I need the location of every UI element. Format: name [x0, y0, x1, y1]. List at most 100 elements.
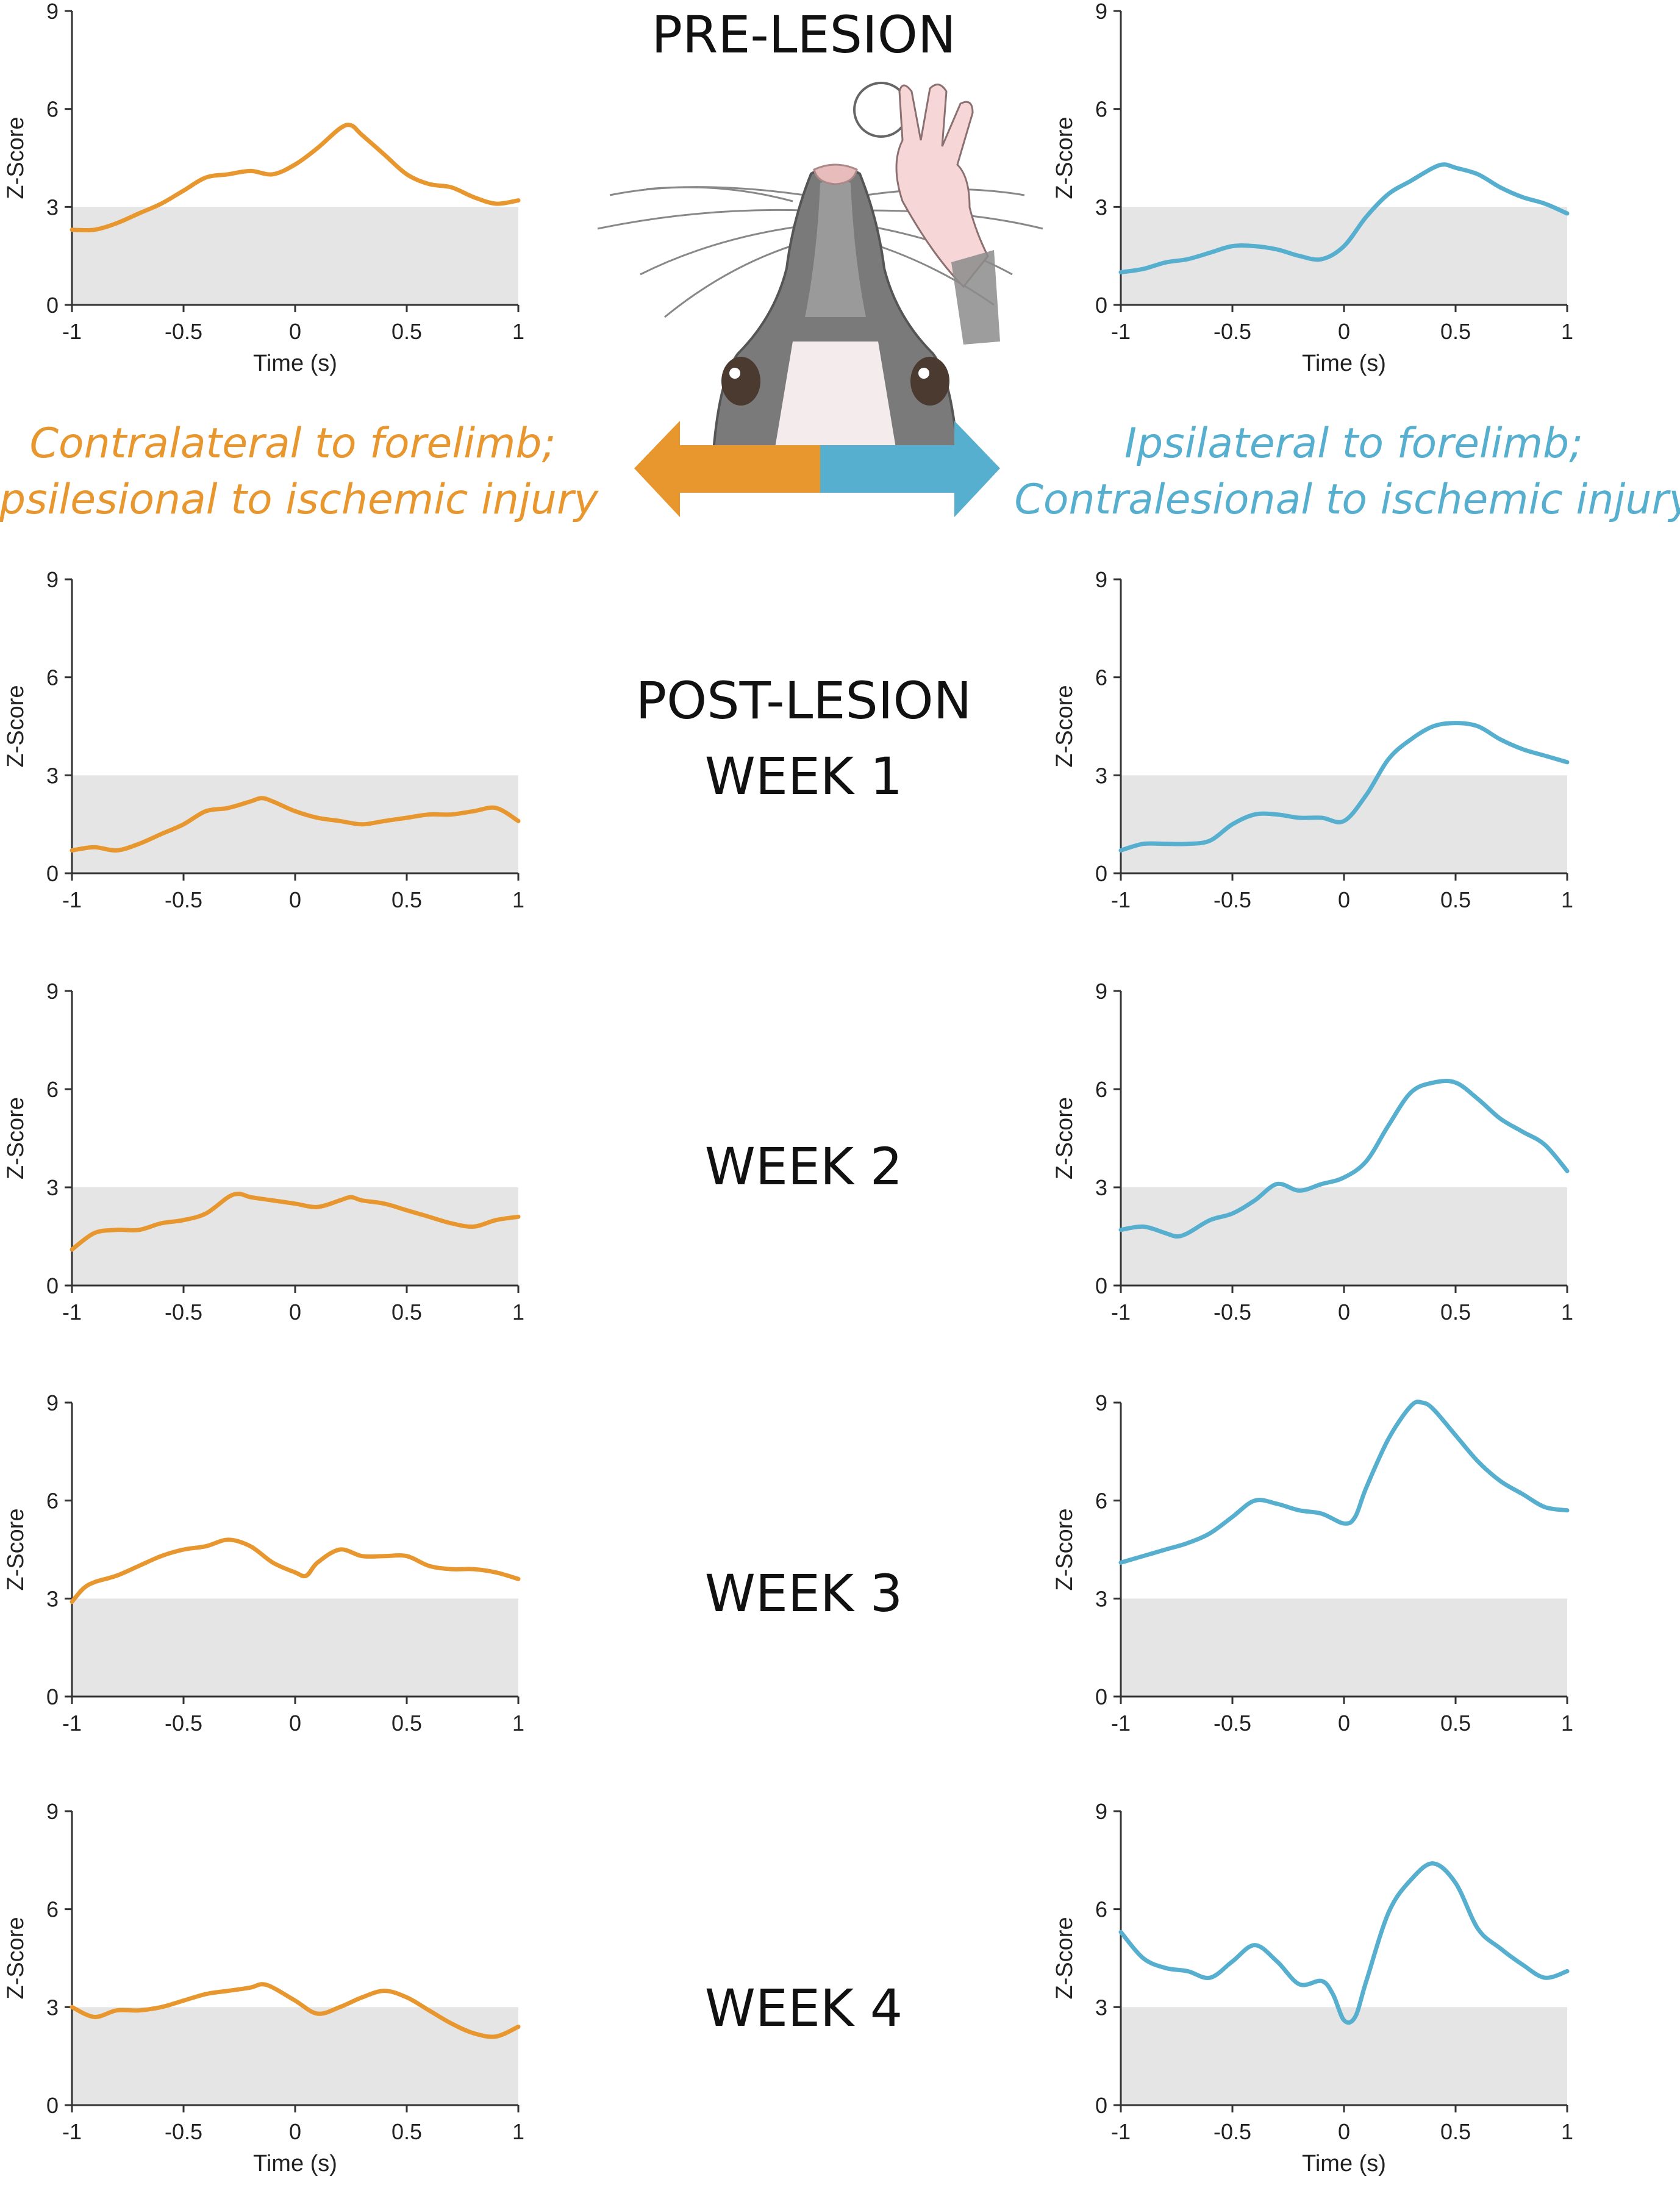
- series-line-pre-lesion-ipsilateral: [1118, 162, 1570, 274]
- x-tick-label: 1: [1561, 2119, 1573, 2144]
- x-tick-label: 0.5: [391, 1300, 422, 1325]
- series-line-week4-ipsilateral: [1118, 1861, 1570, 2025]
- x-axis-label: Time (s): [1302, 2151, 1386, 2176]
- y-tick-label: 9: [46, 0, 59, 24]
- y-tick-label: 3: [1095, 195, 1107, 220]
- x-tick-label: -1: [62, 2119, 82, 2144]
- stage-title-week4: WEEK 4: [705, 1978, 903, 2038]
- x-tick-label: -0.5: [165, 2119, 202, 2144]
- series-line-week1-ipsilateral: [1118, 721, 1570, 853]
- x-tick-label: 1: [512, 887, 524, 912]
- y-tick-label: 0: [1095, 293, 1107, 318]
- right-side-label-line1: Ipsilateral to forelimb;: [1124, 420, 1583, 468]
- y-axis-label: Z-Score: [1052, 1508, 1078, 1590]
- y-axis-label: Z-Score: [1052, 685, 1078, 767]
- y-tick-label: 0: [46, 2093, 59, 2118]
- y-tick-label: 0: [46, 861, 59, 886]
- series-line-pre-lesion-contralateral: [70, 123, 521, 233]
- x-tick-label: 0.5: [391, 1711, 422, 1736]
- x-tick-label: -0.5: [165, 1711, 202, 1736]
- y-tick-label: 9: [1095, 0, 1107, 24]
- x-tick-label: -1: [1111, 887, 1131, 912]
- x-tick-label: 0.5: [1440, 2119, 1471, 2144]
- x-axis-label: Time (s): [253, 351, 337, 376]
- x-tick-label: 0: [289, 319, 301, 344]
- x-tick-label: 0: [1338, 319, 1350, 344]
- x-tick-label: 0.5: [1440, 1300, 1471, 1325]
- x-tick-label: -1: [1111, 1300, 1131, 1325]
- stage-title-pre-lesion: PRE-LESION: [651, 5, 956, 65]
- chart-panel-week4-ipsilateral: 0 3 6 9 -1 -0.5 0 0.5 1 Z-Score Time (s): [1052, 1799, 1573, 2176]
- stage-title-week2: WEEK 2: [705, 1137, 903, 1196]
- y-tick-label: 9: [46, 1390, 59, 1415]
- x-tick-label: 0.5: [391, 887, 422, 912]
- chart-panel-week2-ipsilateral: 0 3 6 9 -1 -0.5 0 0.5 1 Z-Score: [1052, 979, 1573, 1325]
- left-side-label-line1: Contralateral to forelimb;: [30, 420, 556, 468]
- series-line-week3-ipsilateral: [1118, 1400, 1570, 1565]
- x-tick-label: 0.5: [391, 319, 422, 344]
- y-tick-label: 6: [46, 1489, 59, 1514]
- x-tick-label: 0: [289, 2119, 301, 2144]
- x-tick-label: -0.5: [1214, 1300, 1251, 1325]
- x-axis-label: Time (s): [253, 2151, 337, 2176]
- series-line-week2-contralateral: [70, 1192, 521, 1252]
- x-tick-label: 0.5: [1440, 887, 1471, 912]
- y-tick-label: 6: [46, 665, 59, 690]
- x-tick-label: 1: [1561, 887, 1573, 912]
- x-tick-label: -1: [1111, 1711, 1131, 1736]
- threshold-band: [72, 1598, 518, 1697]
- y-tick-label: 6: [1095, 1489, 1107, 1514]
- x-tick-label: 0.5: [1440, 1711, 1471, 1736]
- x-tick-label: -1: [62, 887, 82, 912]
- x-tick-label: 0: [1338, 1711, 1350, 1736]
- threshold-band: [72, 207, 518, 305]
- x-tick-label: -1: [62, 319, 82, 344]
- right-side-label-line2: Contralesional to ischemic injury: [1014, 476, 1680, 524]
- y-tick-label: 6: [46, 1077, 59, 1102]
- y-axis-label: Z-Score: [3, 685, 29, 767]
- y-tick-label: 9: [46, 1799, 59, 1824]
- x-tick-label: 0: [1338, 2119, 1350, 2144]
- x-tick-label: 1: [1561, 1711, 1573, 1736]
- x-axis-label: Time (s): [1302, 351, 1386, 376]
- series-line-week1-contralateral: [70, 796, 521, 853]
- x-tick-label: -0.5: [165, 319, 202, 344]
- left-side-label-line2: Ipsilesional to ischemic injury: [0, 476, 599, 524]
- y-tick-label: 6: [46, 1897, 59, 1922]
- stage-title-post-lesion: POST-LESION: [636, 671, 972, 731]
- chart-panel-pre-lesion-contralateral: 0 3 6 9 -1 -0.5 0 0.5 1 Z-Score Time (s): [3, 0, 524, 376]
- x-tick-label: 1: [512, 319, 524, 344]
- x-tick-label: 1: [512, 1300, 524, 1325]
- stage-title-week1: WEEK 1: [705, 746, 903, 806]
- y-axis-label: Z-Score: [3, 1508, 29, 1590]
- y-tick-label: 3: [46, 1995, 59, 2020]
- series-line-week4-contralateral: [70, 1982, 521, 2039]
- x-tick-label: -0.5: [1214, 319, 1251, 344]
- y-axis-label: Z-Score: [1052, 116, 1078, 199]
- y-tick-label: 6: [1095, 97, 1107, 122]
- chart-panel-week2-contralateral: 0 3 6 9 -1 -0.5 0 0.5 1 Z-Score: [3, 979, 524, 1325]
- y-tick-label: 0: [1095, 1273, 1107, 1298]
- y-tick-label: 9: [1095, 979, 1107, 1004]
- y-tick-label: 3: [1095, 763, 1107, 788]
- y-tick-label: 0: [1095, 1684, 1107, 1709]
- y-tick-label: 6: [46, 97, 59, 122]
- series-line-week2-ipsilateral: [1118, 1079, 1570, 1239]
- x-tick-label: 0: [1338, 887, 1350, 912]
- y-tick-label: 3: [1095, 1175, 1107, 1200]
- series-line-week3-contralateral: [70, 1537, 521, 1604]
- x-tick-label: 1: [1561, 1300, 1573, 1325]
- y-tick-label: 6: [1095, 1077, 1107, 1102]
- x-tick-label: 0.5: [391, 2119, 422, 2144]
- threshold-band: [1121, 1187, 1567, 1286]
- y-tick-label: 0: [1095, 2093, 1107, 2118]
- x-tick-label: 0: [289, 1300, 301, 1325]
- y-axis-label: Z-Score: [3, 116, 29, 199]
- x-tick-label: -1: [1111, 319, 1131, 344]
- x-tick-label: 0: [289, 1711, 301, 1736]
- y-tick-label: 6: [1095, 1897, 1107, 1922]
- x-tick-label: -1: [62, 1711, 82, 1736]
- x-tick-label: 0.5: [1440, 319, 1471, 344]
- y-tick-label: 3: [46, 1175, 59, 1200]
- x-tick-label: 0: [1338, 1300, 1350, 1325]
